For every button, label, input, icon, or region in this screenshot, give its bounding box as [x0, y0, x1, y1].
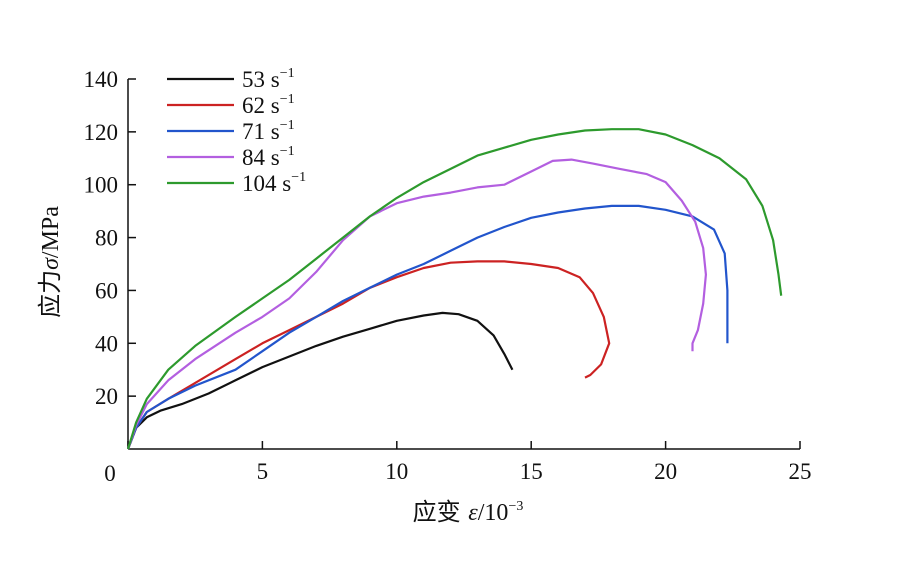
x-axis-title: 应变 ε/10−3: [413, 498, 524, 526]
x-axis-title-unit: /10: [478, 500, 509, 526]
series-lines: [126, 128, 783, 450]
legend-series-name: 84 s: [242, 145, 280, 170]
legend-series-name: 62 s: [242, 93, 280, 118]
y-tick-label: 60: [95, 278, 118, 303]
series-line: [126, 311, 514, 450]
legend-series-exponent: −1: [280, 144, 295, 159]
y-axis-title-unit: /MPa: [38, 206, 64, 258]
legend-label: 84 s−1: [242, 144, 295, 170]
y-tick-label: 140: [84, 67, 119, 92]
axes: [127, 79, 800, 450]
series-line: [126, 158, 707, 450]
legend-label: 104 s−1: [242, 170, 306, 196]
legend-label: 71 s−1: [242, 118, 295, 144]
y-tick-label: 100: [84, 173, 119, 198]
x-axis-title-symbol: ε: [468, 500, 478, 526]
x-axis-title-exponent: −3: [508, 499, 523, 514]
x-tick-label: 10: [385, 459, 408, 484]
series-line: [126, 260, 611, 450]
ticks: 5 10 15 20 25 20 40 60 80 100 120 140: [84, 67, 812, 484]
y-axis-title-prefix: 应力: [36, 270, 64, 318]
x-tick-label: 5: [257, 459, 269, 484]
y-tick-label: 120: [84, 120, 119, 145]
legend-series-name: 53 s: [242, 67, 280, 92]
legend-series-exponent: −1: [291, 170, 306, 185]
series-line: [126, 128, 783, 450]
legend-label: 62 s−1: [242, 92, 295, 118]
legend-series-exponent: −1: [280, 118, 295, 133]
x-tick-label: 20: [654, 459, 677, 484]
x-origin-label: 0: [104, 461, 116, 486]
legend-series-exponent: −1: [280, 92, 295, 107]
y-axis-title: 应力σ/MPa: [36, 206, 64, 318]
y-tick-label: 20: [95, 384, 118, 409]
legend-label: 53 s−1: [242, 66, 295, 92]
x-axis-title-prefix: 应变: [413, 498, 469, 526]
y-tick-label: 80: [95, 226, 118, 251]
x-tick-label: 15: [520, 459, 543, 484]
legend-series-name: 71 s: [242, 119, 280, 144]
y-axis-title-symbol: σ: [38, 257, 64, 270]
legend-series-exponent: −1: [280, 66, 295, 81]
x-tick-label: 25: [789, 459, 812, 484]
legend-series-name: 104 s: [242, 171, 291, 196]
y-tick-label: 40: [95, 331, 118, 356]
series-line: [126, 204, 729, 450]
